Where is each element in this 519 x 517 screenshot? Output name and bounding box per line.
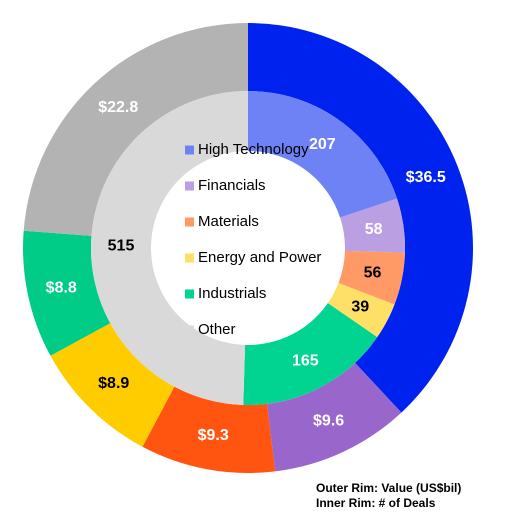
data-label: 56	[364, 264, 382, 281]
data-label: $22.8	[98, 99, 138, 116]
donut-slice	[248, 91, 398, 218]
donut-slice	[91, 91, 248, 405]
legend-swatch	[185, 181, 194, 191]
donut-slice	[243, 303, 378, 405]
donut-slice	[23, 23, 249, 236]
data-label: $9.6	[313, 412, 344, 429]
donut-slice	[22, 230, 111, 356]
donut-slice	[50, 323, 175, 447]
donut-slice	[142, 386, 276, 473]
data-label: $36.5	[406, 169, 446, 186]
donut-slice	[338, 250, 405, 305]
legend-swatch	[185, 253, 194, 263]
data-label: 165	[292, 353, 319, 370]
data-label: $9.3	[198, 427, 229, 444]
legend-swatch	[185, 325, 194, 335]
legend-swatch	[185, 145, 194, 155]
legend-label: Energy and Power	[198, 249, 321, 266]
data-label: $8.9	[98, 375, 129, 392]
legend-swatch	[185, 289, 194, 299]
legend-label: High Technology	[198, 141, 309, 158]
donut-slice	[340, 198, 405, 253]
data-label: 207	[309, 136, 336, 153]
legend-label: Financials	[198, 177, 266, 194]
annotation: Outer Rim: Value (US$bil)	[316, 481, 461, 495]
donut-slice	[327, 282, 395, 338]
data-label: $8.8	[46, 279, 77, 296]
data-label: 515	[108, 237, 135, 254]
donut-slice	[248, 23, 474, 413]
legend-label: Materials	[198, 213, 259, 230]
data-label: 39	[351, 299, 369, 316]
data-label: 58	[365, 221, 383, 238]
annotation: Inner Rim: # of Deals	[316, 496, 436, 510]
donut-slice	[266, 362, 402, 472]
legend-label: Industrials	[198, 285, 266, 302]
legend-label: Other	[198, 321, 236, 338]
legend-swatch	[185, 217, 194, 227]
